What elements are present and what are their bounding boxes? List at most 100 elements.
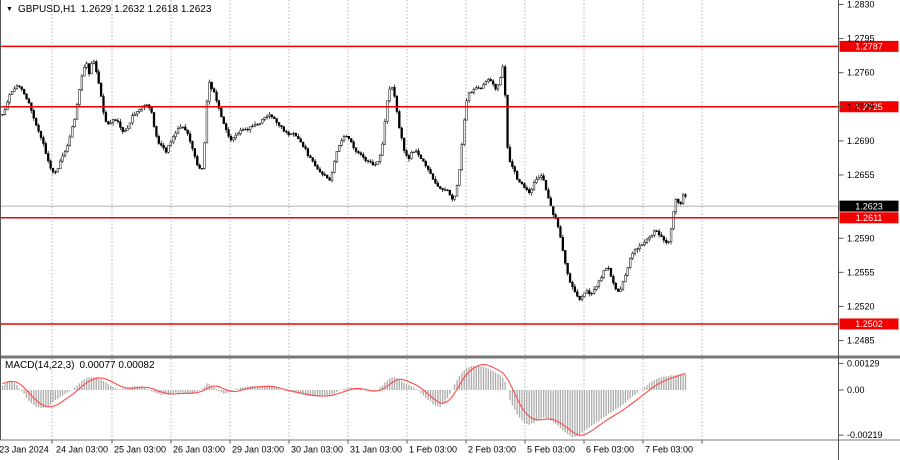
macd-axis-label: -0.00219 — [847, 430, 883, 440]
price-level-badge-text: 1.2502 — [855, 319, 883, 329]
candle-body — [227, 129, 230, 137]
candle-body — [638, 245, 641, 249]
candle-body — [273, 116, 276, 119]
time-axis-label: 25 Jan 03:00 — [114, 445, 166, 455]
candle-body — [479, 87, 483, 90]
candle-body — [448, 189, 451, 196]
candle-body — [383, 121, 387, 145]
candle-body — [636, 248, 639, 250]
candle-body — [261, 118, 264, 124]
price-level-badge-text: 1.2787 — [855, 42, 883, 52]
candle-body — [645, 238, 649, 243]
candle-body — [107, 121, 110, 125]
price-axis-label: 1.2655 — [847, 170, 875, 180]
candle-body — [78, 89, 81, 105]
candle-body — [535, 178, 538, 183]
price-axis-label: 1.2760 — [847, 68, 875, 78]
candle-body — [42, 137, 45, 144]
candle-body — [32, 110, 35, 119]
candle-body — [516, 171, 519, 180]
candle-body — [297, 135, 300, 140]
candle-body — [198, 164, 201, 169]
candle-body — [316, 165, 319, 170]
candle-body — [612, 276, 615, 284]
candle-body — [494, 83, 497, 90]
candle-body — [169, 141, 172, 146]
candle-body — [184, 126, 187, 131]
candle-body — [200, 168, 204, 170]
candle-body — [121, 127, 124, 132]
candle-body — [172, 136, 175, 143]
candle-body — [304, 146, 307, 149]
price-axis-label: 1.2830 — [847, 0, 875, 10]
candle-body — [568, 273, 572, 283]
current-price-badge-text: 1.2623 — [855, 201, 883, 211]
candle-body — [345, 135, 348, 138]
candle-body — [619, 288, 622, 292]
candle-body — [443, 189, 447, 191]
candle-body — [191, 141, 194, 149]
candle-body — [306, 148, 310, 156]
macd-axis-label: 0.00129 — [847, 358, 880, 368]
macd-name-text: MACD(14,22,3) — [5, 360, 75, 371]
candle-body — [256, 124, 259, 126]
candle-body — [511, 161, 514, 167]
candle-body — [559, 226, 562, 238]
candle-body — [451, 194, 454, 200]
candle-body — [429, 169, 432, 174]
candle-body — [542, 175, 545, 181]
candle-body — [530, 188, 533, 193]
candle-body — [323, 174, 326, 176]
candle-body — [68, 136, 71, 146]
candle-body — [607, 267, 610, 270]
candle-body — [600, 277, 603, 282]
candle-body — [44, 143, 47, 154]
candle-body — [20, 86, 23, 90]
candle-body — [126, 128, 129, 131]
macd-signal-line — [2, 363, 686, 436]
candle-body — [119, 121, 122, 128]
candle-body — [186, 129, 189, 135]
candle-body — [665, 240, 668, 243]
candle-body — [566, 262, 569, 274]
time-axis-label: 24 Jan 03:00 — [56, 445, 108, 455]
candle-body — [232, 137, 235, 141]
current-price-badge — [839, 200, 899, 212]
candle-body — [354, 147, 358, 152]
time-axis-label: 23 Jan 2024 — [0, 445, 49, 455]
price-axis-label: 1.2485 — [847, 336, 875, 346]
candle-body — [626, 267, 629, 276]
candle-body — [472, 89, 476, 93]
candle-body — [402, 137, 406, 151]
candle-body — [167, 145, 170, 153]
candle-body — [499, 77, 502, 86]
candle-body — [340, 140, 343, 146]
candle-body — [564, 250, 567, 264]
candle-body — [477, 87, 480, 89]
candle-body — [410, 152, 413, 159]
candle-body — [614, 282, 617, 290]
candle-body — [51, 167, 55, 173]
candle-body — [92, 61, 96, 64]
candle-body — [532, 182, 536, 190]
price-axis-label: 1.2795 — [847, 34, 875, 44]
candle-body — [114, 119, 117, 121]
candle-body — [196, 156, 199, 166]
candle-body — [83, 67, 86, 77]
candle-body — [39, 131, 43, 138]
candle-body — [528, 189, 531, 193]
candle-body — [547, 189, 550, 199]
candle-body — [8, 94, 11, 103]
time-axis-label: 2 Feb 03:00 — [468, 445, 516, 455]
price-axis-label: 1.2520 — [847, 301, 875, 311]
candle-body — [174, 132, 177, 137]
candle-body — [205, 101, 209, 144]
candle-body — [453, 195, 456, 200]
candle-body — [386, 100, 389, 122]
candle-body — [282, 126, 286, 132]
candle-body — [289, 133, 293, 136]
candle-body — [249, 126, 252, 131]
candle-body — [412, 151, 415, 153]
time-axis-label: 30 Jan 03:00 — [291, 445, 343, 455]
candle-body — [99, 83, 103, 97]
